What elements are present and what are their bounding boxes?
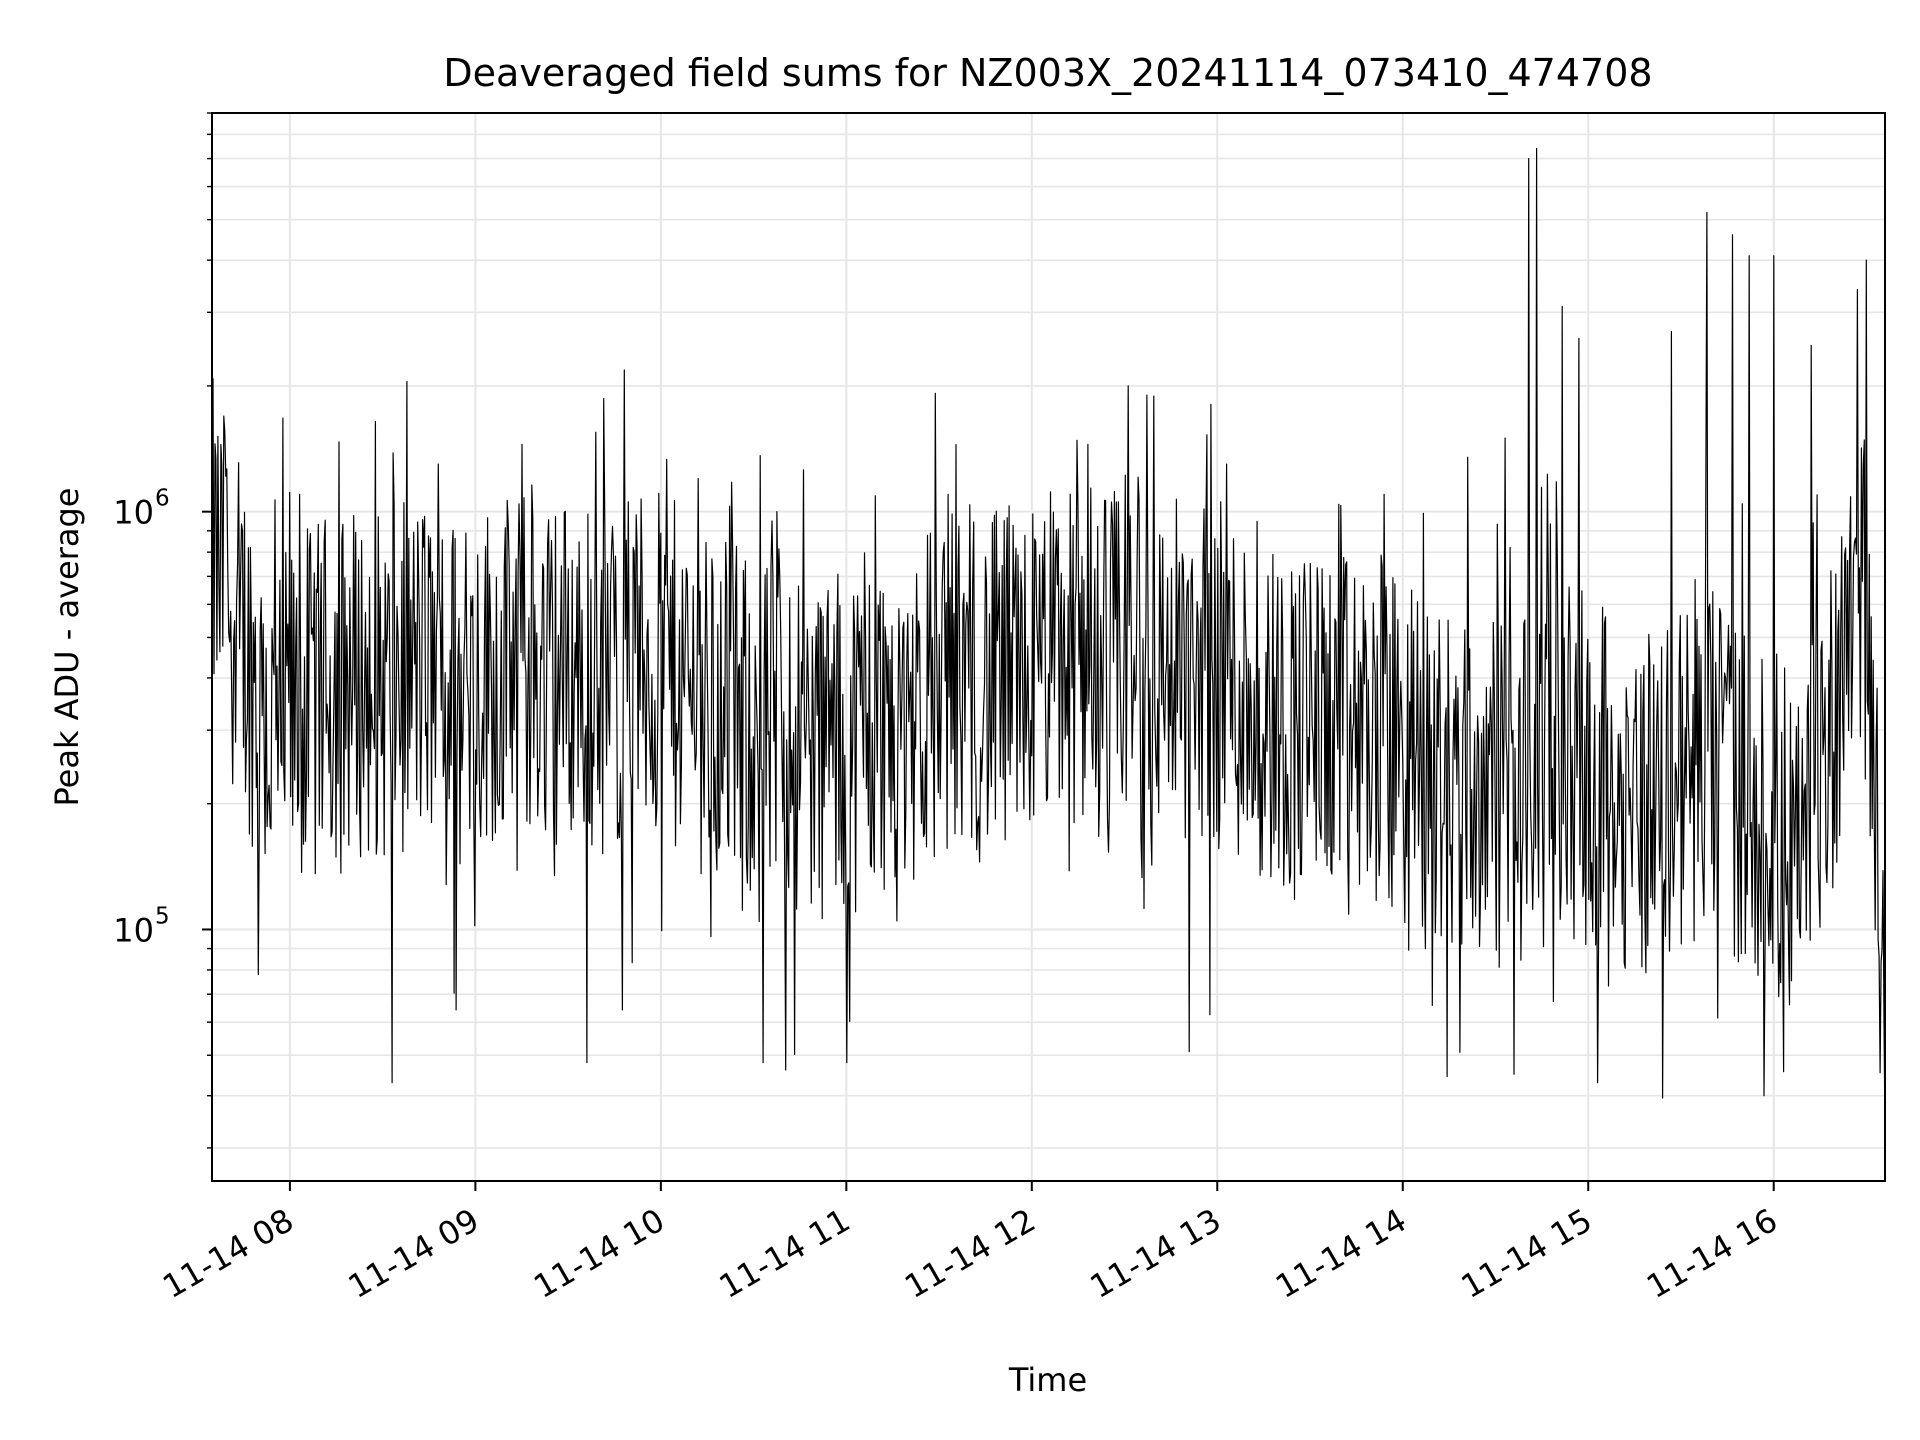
data-line	[211, 147, 1886, 1137]
y-tick-label: 10	[113, 911, 154, 949]
y-axis-label: Peak ADU - average	[48, 488, 86, 807]
chart-title: Deaveraged field sums for NZ003X_2024111…	[443, 51, 1652, 95]
y-tick-label-exponent: 6	[155, 486, 170, 512]
y-tick-label: 10	[113, 494, 154, 532]
plot-area	[212, 113, 1885, 1181]
series-line	[211, 147, 1886, 1137]
axes-frame	[211, 112, 1886, 1182]
x-axis-label: Time	[1008, 1361, 1087, 1399]
y-tick-label-exponent: 5	[155, 903, 170, 929]
